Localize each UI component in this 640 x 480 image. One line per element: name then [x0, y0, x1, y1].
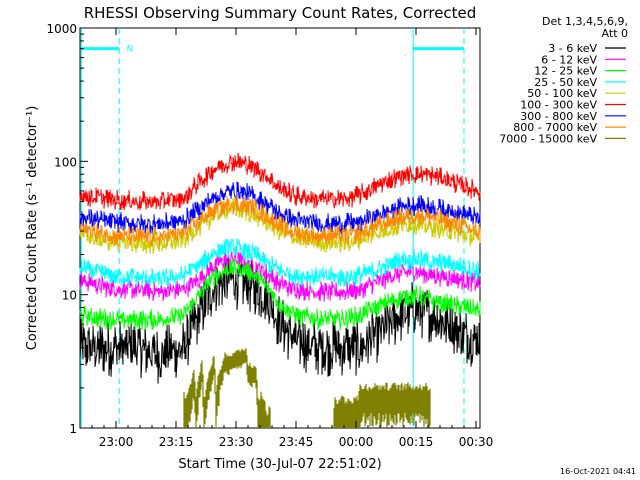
series-trace [79, 238, 481, 288]
series-3-6-kev [79, 252, 481, 384]
y-tick-label: 1000 [46, 22, 77, 36]
legend-label: 6 - 12 keV [541, 53, 597, 66]
x-tick-label: 23:15 [159, 435, 194, 449]
series-100-300-kev [79, 152, 481, 211]
legend-label: 12 - 25 keV [534, 65, 597, 78]
series-7000-15000-kev [183, 348, 431, 428]
legend-header-line-2: Att 0 [602, 27, 628, 40]
series-12-25-kev [79, 257, 481, 331]
timestamp: 16-Oct-2021 04:41 [560, 467, 636, 476]
legend-label: 25 - 50 keV [534, 76, 597, 89]
legend-label: 7000 - 15000 keV [499, 132, 597, 145]
legend-header-line-1: Det 1,3,4,5,6,9, [542, 15, 628, 28]
legend-header: Det 1,3,4,5,6,9, Att 0 [542, 15, 628, 40]
y-tick-label: 100 [54, 155, 77, 169]
series-25-50-kev [79, 238, 481, 288]
series-50-100-kev [79, 198, 481, 255]
x-tick-label: 00:15 [399, 435, 434, 449]
chart-title: RHESSI Observing Summary Count Rates, Co… [84, 4, 477, 22]
x-tick-label: 00:30 [459, 435, 494, 449]
legend-label: 50 - 100 keV [527, 87, 597, 100]
plot-area [79, 152, 481, 428]
x-tick-label: 23:30 [219, 435, 254, 449]
series-trace [79, 251, 481, 302]
x-tick-label: 00:00 [339, 435, 374, 449]
series-trace [79, 198, 481, 255]
series-800-7000-kev [79, 196, 481, 247]
x-tick-label: 23:45 [279, 435, 314, 449]
series-trace [79, 252, 481, 384]
series-trace [79, 181, 481, 235]
series-trace [79, 152, 481, 211]
x-tick-label: 23:00 [99, 435, 134, 449]
x-axis-label: Start Time (30-Jul-07 22:51:02) [178, 457, 381, 472]
y-tick-label: 10 [62, 289, 77, 303]
series-trace [183, 348, 431, 428]
y-tick-label: 1 [69, 422, 77, 436]
series-trace [79, 257, 481, 331]
legend-label: 800 - 7000 keV [513, 121, 597, 134]
series-300-800-kev [79, 181, 481, 235]
flag-label: N [127, 45, 134, 55]
legend-label: 3 - 6 keV [548, 42, 597, 55]
legend-label: 100 - 300 keV [520, 99, 597, 112]
series-trace [79, 196, 481, 247]
y-axis-label: Corrected Count Rate (s⁻¹ detector⁻¹) [25, 106, 40, 351]
legend-label: 300 - 800 keV [520, 110, 597, 123]
axes: 23:00 23:15 23:30 23:45 00:00 00:15 00:30 1 10 10… [46, 22, 493, 449]
series-6-12-kev [79, 251, 481, 302]
